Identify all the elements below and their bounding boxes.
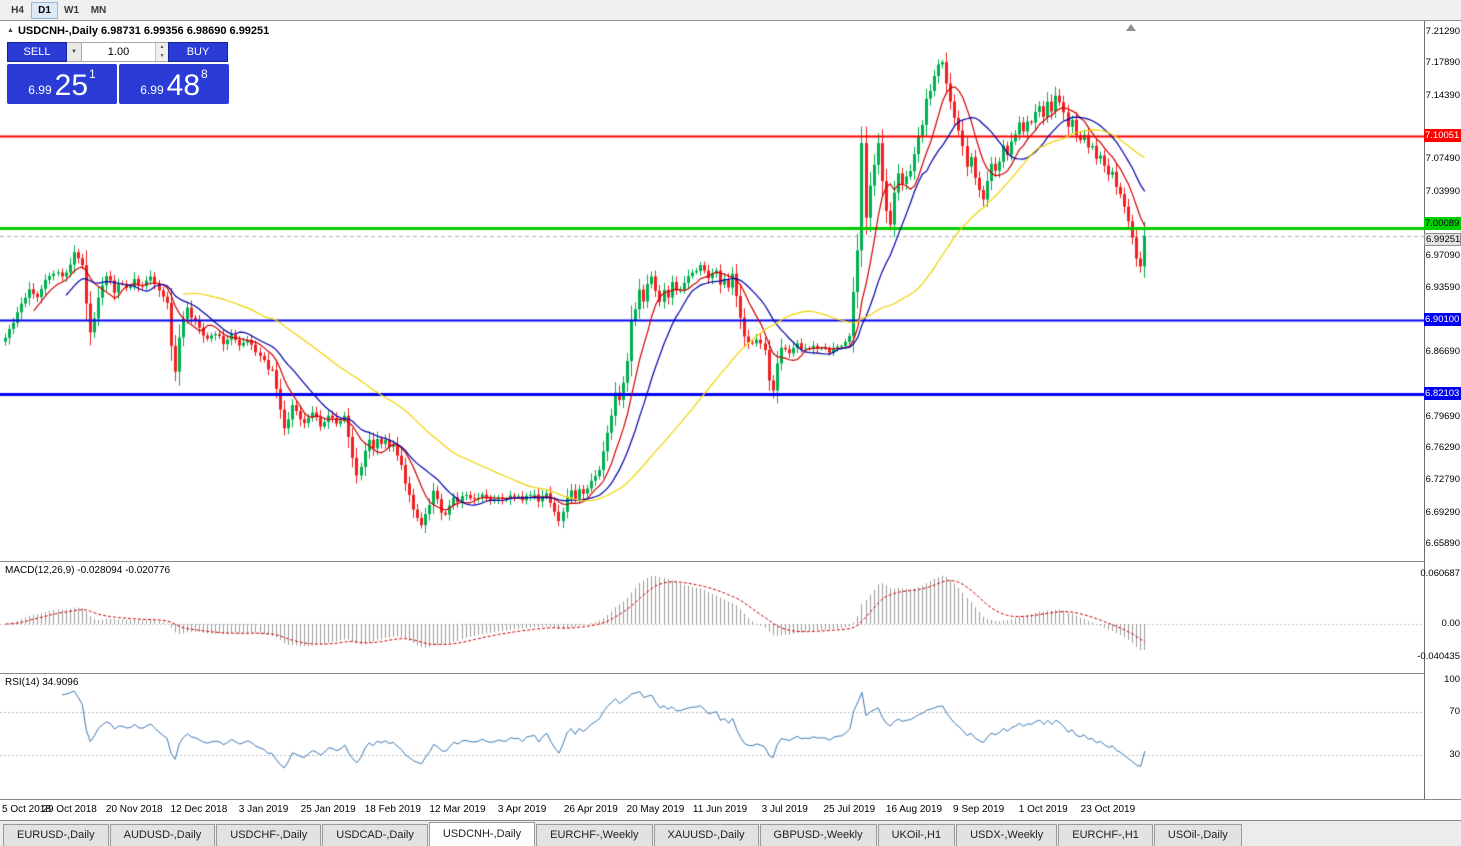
price-line-label: 7.10051 bbox=[1424, 128, 1461, 142]
price-line-label: 6.90100 bbox=[1424, 313, 1461, 327]
period-toolbar: H4 D1 W1 MN bbox=[0, 0, 1461, 20]
chart-tab-eurusd-daily[interactable]: EURUSD-,Daily bbox=[3, 824, 109, 846]
rsi-tick-label: 30 bbox=[1449, 748, 1460, 760]
pane-separator-rsi[interactable] bbox=[0, 673, 1461, 674]
price-tick-label: 7.07490 bbox=[1425, 153, 1460, 165]
chart-window: 5 Oct 2018 29 Oct 2018 20 Nov 2018 12 Dec 2… bbox=[0, 20, 1461, 820]
price-tick-label: 6.76290 bbox=[1425, 441, 1460, 453]
price-tick-label: 6.79690 bbox=[1425, 410, 1460, 422]
rsi-tick-label: 70 bbox=[1449, 706, 1460, 718]
chart-tab-eurchf-h1[interactable]: EURCHF-,H1 bbox=[1058, 824, 1153, 846]
chart-tab-usoil-daily[interactable]: USOil-,Daily bbox=[1153, 824, 1242, 846]
chart-tab-usdcad-daily[interactable]: USDCAD-,Daily bbox=[322, 824, 428, 846]
chart-tab-eurchf-weekly[interactable]: EURCHF-,Weekly bbox=[536, 824, 653, 846]
time-axis-label: 16 Aug 2019 bbox=[885, 804, 943, 815]
time-axis-label: 25 Jul 2019 bbox=[823, 804, 876, 815]
chart-title-text: USDCNH-,Daily 6.98731 6.99356 6.98690 6.… bbox=[17, 25, 270, 37]
price-tick-label: 6.86690 bbox=[1425, 345, 1460, 357]
chart-tab-usdx-weekly[interactable]: USDX-,Weekly bbox=[956, 824, 1058, 846]
time-axis-label: 3 Jan 2019 bbox=[238, 804, 289, 815]
period-d1-button[interactable]: D1 bbox=[31, 1, 58, 19]
volume-spinner: ▲ ▼ bbox=[155, 43, 168, 61]
period-w1-button[interactable]: W1 bbox=[58, 2, 85, 19]
chart-tab-ukoil-h1[interactable]: UKOil-,H1 bbox=[877, 824, 956, 846]
trade-prices-row: 6.99 25 1 6.99 48 8 bbox=[7, 64, 229, 104]
macd-indicator-label: MACD(12,26,9) -0.028094 -0.020776 bbox=[5, 565, 171, 576]
price-tick-label: 6.69290 bbox=[1425, 506, 1460, 518]
chart-tab-audusd-daily[interactable]: AUDUSD-,Daily bbox=[109, 824, 216, 846]
volume-input[interactable] bbox=[82, 43, 155, 61]
volume-field: ▲ ▼ bbox=[82, 42, 168, 62]
volume-decrease-button[interactable]: ▼ bbox=[156, 52, 168, 61]
macd-tick-label: 0.00 bbox=[1441, 618, 1461, 629]
buy-price-prefix: 6.99 bbox=[140, 83, 164, 97]
price-chart-canvas[interactable] bbox=[0, 21, 1424, 561]
price-tick-label: 6.97090 bbox=[1425, 249, 1460, 261]
macd-pane-canvas[interactable] bbox=[0, 562, 1424, 673]
one-click-trading-panel: SELL ▼ ▲ ▼ BUY 6.99251 bbox=[7, 42, 229, 104]
price-tick-label: 7.14390 bbox=[1425, 89, 1460, 101]
rsi-tick-label: 100 bbox=[1444, 674, 1460, 685]
volume-increase-button[interactable]: ▲ bbox=[156, 43, 168, 52]
time-axis-label: 5 Oct 2018 bbox=[2, 804, 51, 815]
time-axis-label: 20 Nov 2018 bbox=[105, 804, 163, 815]
buy-price-button[interactable]: 6.99 48 8 bbox=[119, 64, 229, 104]
time-axis-label: 3 Apr 2019 bbox=[497, 804, 547, 815]
period-mn-button[interactable]: MN bbox=[85, 2, 112, 19]
chart-tab-usdcnh-daily[interactable]: USDCNH-,Daily bbox=[428, 822, 536, 846]
sell-price-button[interactable]: 6.99 25 1 bbox=[7, 64, 117, 104]
price-line-label: 7.00089 bbox=[1424, 216, 1461, 230]
time-axis[interactable]: 5 Oct 2018 29 Oct 2018 20 Nov 2018 12 Dec 2… bbox=[0, 800, 1424, 820]
time-axis-label: 26 Apr 2019 bbox=[563, 804, 618, 815]
time-axis-label: 12 Dec 2018 bbox=[170, 804, 228, 815]
macd-tick-label: 0.060687 bbox=[1420, 567, 1460, 579]
chart-tab-xauusd-daily[interactable]: XAUUSD-,Daily bbox=[653, 824, 759, 846]
spin-down-icon: ▼ bbox=[159, 53, 165, 59]
chart-title: ▲ USDCNH-,Daily 6.98731 6.99356 6.98690 6… bbox=[7, 25, 269, 37]
chart-tab-usdchf-daily[interactable]: USDCHF-,Daily bbox=[216, 824, 322, 846]
sell-price-prefix: 6.99 bbox=[28, 83, 52, 97]
buy-button[interactable]: BUY bbox=[168, 42, 228, 62]
pane-separator-macd[interactable] bbox=[0, 561, 1461, 562]
time-axis-label: 29 Oct 2018 bbox=[42, 804, 97, 815]
price-tick-label: 7.03990 bbox=[1425, 185, 1460, 197]
chart-tab-gbpusd-weekly[interactable]: GBPUSD-,Weekly bbox=[759, 824, 877, 846]
price-tick-label: 6.72790 bbox=[1425, 474, 1460, 486]
price-tick-label: 6.65890 bbox=[1425, 538, 1460, 550]
chevron-down-icon: ▼ bbox=[71, 49, 77, 55]
time-axis-label: 23 Oct 2019 bbox=[1080, 804, 1136, 815]
time-axis-label: 18 Feb 2019 bbox=[364, 804, 421, 815]
time-axis-label: 20 May 2019 bbox=[626, 804, 685, 815]
rsi-indicator-label: RSI(14) 34.9096 bbox=[5, 677, 79, 688]
chart-tab-bar: EURUSD-,Daily AUDUSD-,Daily USDCHF-,Daily U… bbox=[0, 820, 1461, 846]
buy-price-sup: 8 bbox=[201, 67, 208, 81]
sell-price-sup: 1 bbox=[89, 67, 96, 81]
pane-separator-dates bbox=[0, 799, 1461, 800]
buy-price-main: 48 bbox=[166, 69, 201, 102]
time-axis-label: 25 Jan 2019 bbox=[300, 804, 356, 815]
time-axis-label: 9 Sep 2019 bbox=[953, 804, 1005, 815]
time-axis-label: 1 Oct 2019 bbox=[1018, 804, 1068, 815]
period-h4-button[interactable]: H4 bbox=[4, 2, 31, 19]
macd-tick-label: -0.040435 bbox=[1417, 651, 1460, 663]
sell-button[interactable]: SELL bbox=[7, 42, 67, 62]
price-axis[interactable]: 7.21290 7.17890 7.14390 7.07490 7.03990 6.970… bbox=[1417, 21, 1461, 799]
chart-symbol-icon: ▲ bbox=[7, 27, 14, 34]
chart-panes: 5 Oct 2018 29 Oct 2018 20 Nov 2018 12 Dec 2… bbox=[0, 21, 1461, 820]
chart-shift-icon[interactable] bbox=[1126, 24, 1136, 31]
spin-up-icon: ▲ bbox=[159, 44, 165, 50]
volume-dropdown-button[interactable]: ▼ bbox=[67, 42, 82, 62]
price-tick-label: 6.93590 bbox=[1425, 281, 1460, 293]
rsi-pane-canvas[interactable] bbox=[0, 674, 1424, 799]
trade-controls-row: SELL ▼ ▲ ▼ BUY bbox=[7, 42, 229, 62]
time-axis-label: 11 Jun 2019 bbox=[692, 804, 748, 815]
price-line-label: 6.82103 bbox=[1424, 387, 1461, 401]
sell-price-main: 25 bbox=[54, 69, 89, 102]
price-tick-label: 7.21290 bbox=[1425, 25, 1460, 37]
price-tick-label: 7.17890 bbox=[1425, 57, 1460, 69]
price-line-label: 6.99251 bbox=[1424, 232, 1461, 246]
time-axis-label: 12 Mar 2019 bbox=[429, 804, 486, 815]
time-axis-label: 3 Jul 2019 bbox=[761, 804, 808, 815]
